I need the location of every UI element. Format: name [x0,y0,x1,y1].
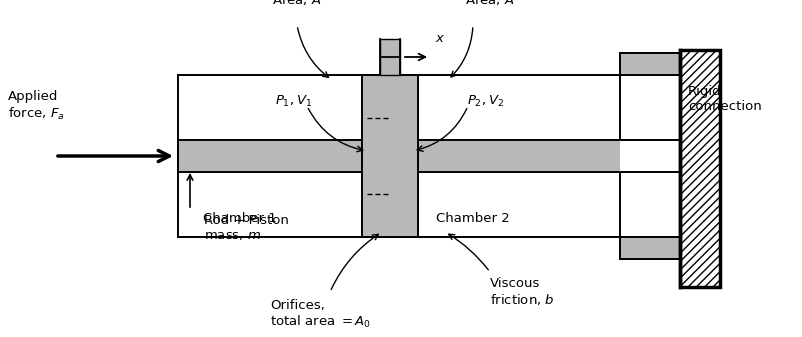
Bar [362,75,418,237]
Text: Viscous
friction, $b$: Viscous friction, $b$ [490,277,555,307]
Text: $x$: $x$ [435,32,445,45]
Text: Applied
force, $F_a$: Applied force, $F_a$ [8,90,65,122]
Bar [380,39,400,75]
Text: Rod + Piston
mass, $m$: Rod + Piston mass, $m$ [204,214,289,242]
Text: Rigid
connection: Rigid connection [688,85,762,113]
Text: Area, $A$: Area, $A$ [465,0,515,7]
Text: Area, $A$: Area, $A$ [273,0,322,7]
Text: Orifices,
total area $= A_0$: Orifices, total area $= A_0$ [270,299,371,331]
Bar [620,53,680,75]
Text: $P_1, V_1$: $P_1, V_1$ [275,93,313,109]
Bar [680,50,720,287]
Bar [418,140,668,172]
Text: Chamber 1: Chamber 1 [203,212,277,225]
Bar [178,140,362,172]
Bar [620,237,680,259]
Bar [178,75,620,237]
Text: $P_2, V_2$: $P_2, V_2$ [468,93,504,109]
Bar [620,140,680,172]
Text: Chamber 2: Chamber 2 [436,212,510,225]
